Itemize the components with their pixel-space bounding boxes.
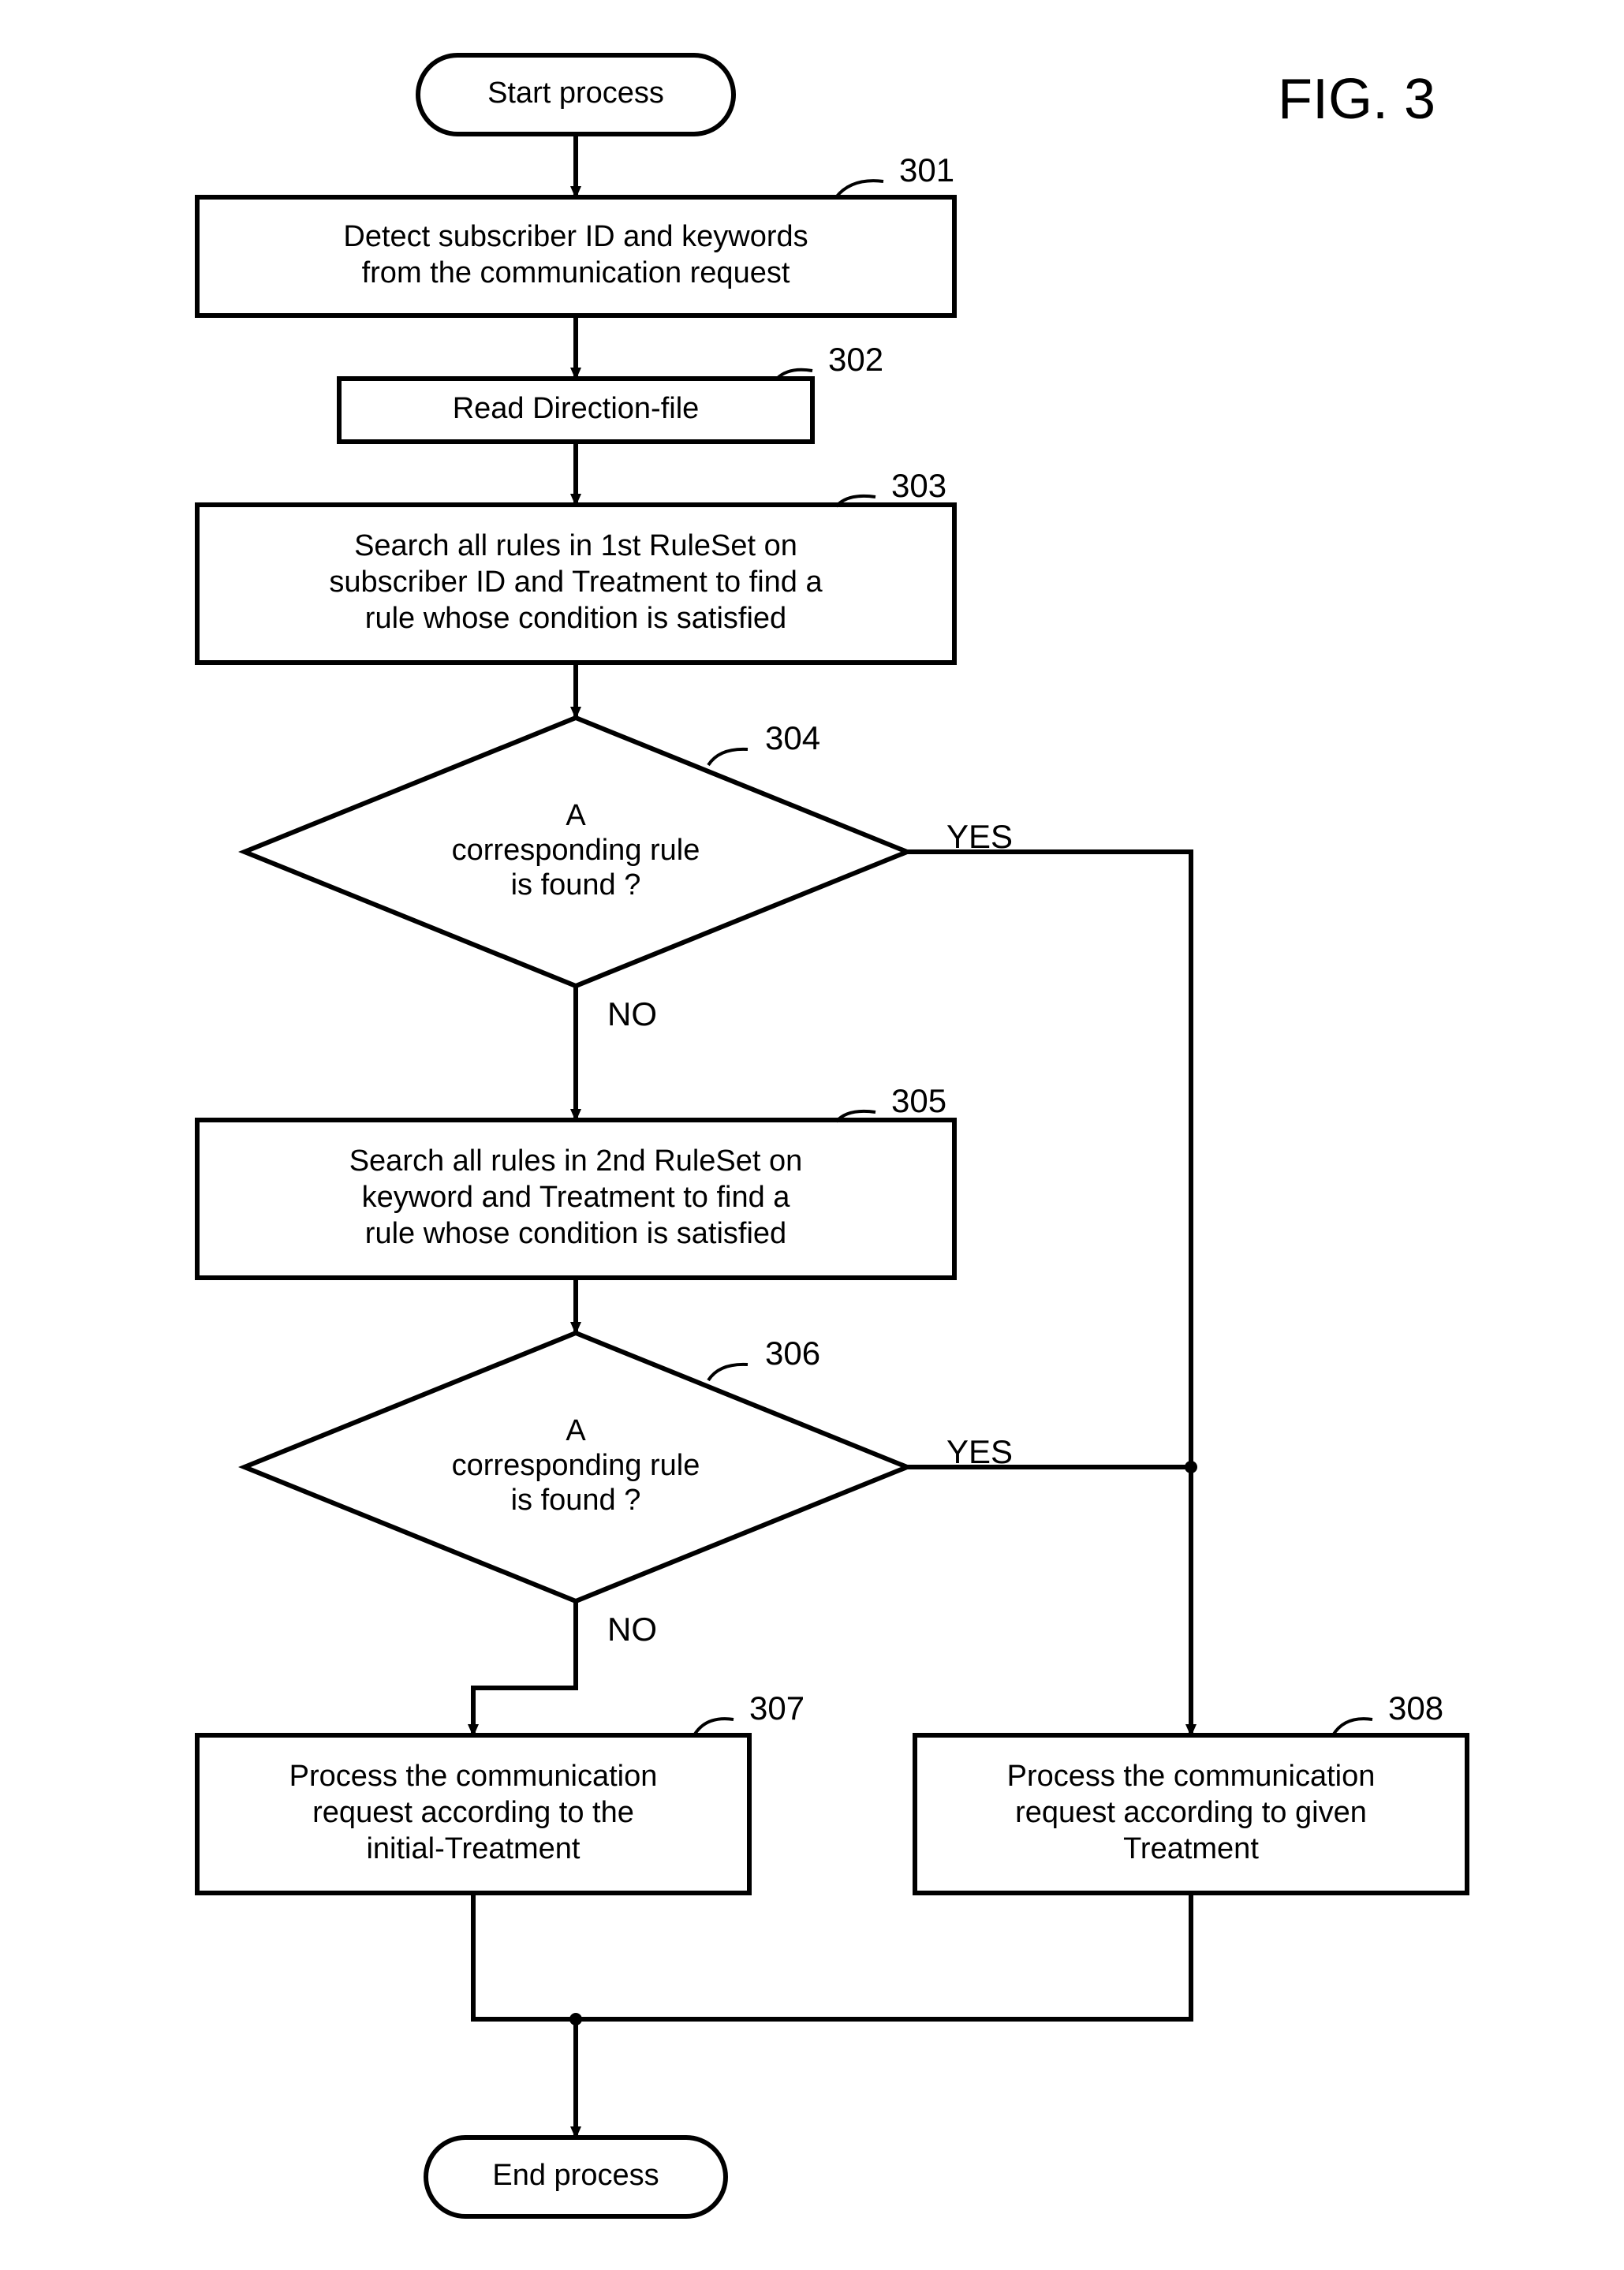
svg-text:A: A	[566, 1414, 586, 1447]
svg-text:corresponding rule: corresponding rule	[452, 1449, 700, 1482]
callout-301	[836, 181, 883, 197]
d304_yes: YES	[946, 818, 1013, 855]
svg-text:Process the communication: Process the communication	[1007, 1760, 1376, 1793]
svg-text:is found ?: is found ?	[511, 868, 641, 902]
ref-302: 302	[828, 341, 883, 378]
callout-307	[694, 1719, 734, 1735]
d304_no: NO	[607, 995, 657, 1032]
process-302: Read Direction-file	[339, 379, 812, 442]
svg-text:is found ?: is found ?	[511, 1484, 641, 1517]
callout-304	[708, 749, 748, 765]
svg-text:Search all rules in 2nd RuleSe: Search all rules in 2nd RuleSet on	[349, 1144, 803, 1178]
svg-text:Detect subscriber ID and keywo: Detect subscriber ID and keywords	[343, 220, 808, 253]
svg-text:request according to the: request according to the	[312, 1796, 634, 1829]
svg-text:subscriber ID and Treatment to: subscriber ID and Treatment to find a	[329, 566, 823, 599]
process-301: Detect subscriber ID and keywordsfrom th…	[197, 197, 954, 315]
process-307: Process the communicationrequest accordi…	[197, 1735, 749, 1893]
terminal-start: Start process	[418, 55, 734, 134]
decision-304: Acorresponding ruleis found ?	[245, 718, 907, 986]
callout-306	[708, 1365, 748, 1380]
svg-text:corresponding rule: corresponding rule	[452, 834, 700, 867]
ref-303: 303	[891, 467, 946, 504]
ref-306: 306	[765, 1335, 820, 1372]
svg-text:rule whose condition is satisf: rule whose condition is satisfied	[365, 1217, 786, 1250]
svg-text:Read Direction-file: Read Direction-file	[453, 392, 700, 425]
process-303: Search all rules in 1st RuleSet on subscr…	[197, 505, 954, 663]
svg-text:FIG. 3: FIG. 3	[1278, 68, 1435, 131]
svg-text:Process the communication: Process the communication	[289, 1760, 658, 1793]
svg-text:Start process: Start process	[487, 77, 664, 110]
svg-text:A: A	[566, 799, 586, 832]
decision-306: Acorresponding ruleis found ?	[245, 1333, 907, 1601]
d306_yes: YES	[946, 1433, 1013, 1470]
svg-text:Treatment: Treatment	[1123, 1832, 1259, 1865]
terminal-end: End process	[426, 2137, 726, 2216]
callout-308	[1333, 1719, 1372, 1735]
svg-text:initial-Treatment: initial-Treatment	[366, 1832, 580, 1865]
svg-text:from the communication request: from the communication request	[362, 256, 790, 289]
ref-304: 304	[765, 719, 820, 756]
ref-305: 305	[891, 1082, 946, 1119]
ref-301: 301	[899, 151, 954, 189]
d306_no: NO	[607, 1611, 657, 1648]
process-308: Process the communicationrequest accordi…	[915, 1735, 1467, 1893]
svg-text:keyword and Treatment to find: keyword and Treatment to find a	[362, 1181, 791, 1214]
svg-text:End process: End process	[492, 2159, 659, 2192]
process-305: Search all rules in 2nd RuleSet onkeywor…	[197, 1120, 954, 1278]
svg-text:Search all rules in 1st RuleSe: Search all rules in 1st RuleSet on	[354, 529, 797, 562]
ref-307: 307	[749, 1689, 805, 1727]
ref-308: 308	[1388, 1689, 1443, 1727]
svg-text:request according to given: request according to given	[1015, 1796, 1367, 1829]
svg-text:rule whose condition is satisf: rule whose condition is satisfied	[365, 602, 786, 635]
